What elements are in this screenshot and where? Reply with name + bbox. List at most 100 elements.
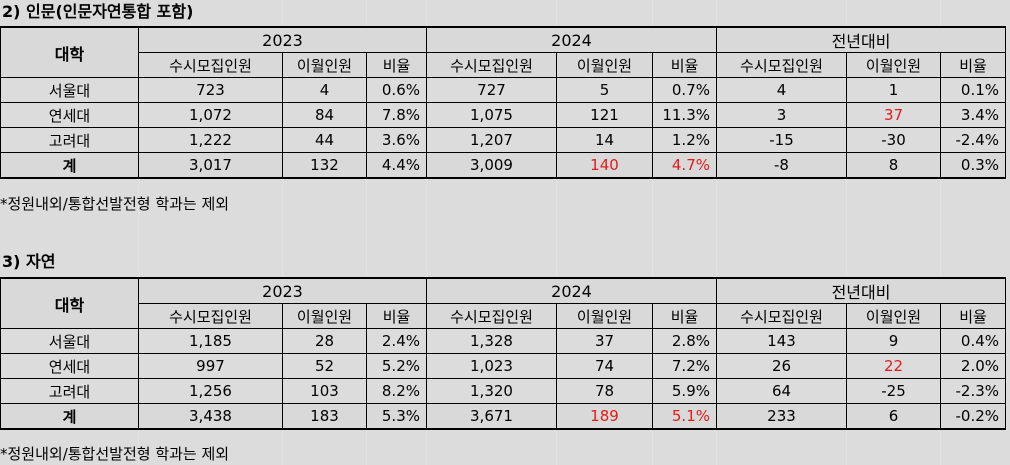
- cell: 64: [716, 378, 847, 404]
- header-row-groups: 대학 2023 2024 전년대비: [0, 26, 1007, 78]
- cell: 5.2%: [366, 353, 427, 379]
- cell: 3,438: [138, 403, 283, 430]
- cell: 5: [556, 77, 653, 103]
- cell: 1,256: [138, 378, 283, 404]
- table-row: 연세대 997 52 5.2% 1,023 74 7.2% 26 22 2.0%: [0, 353, 1007, 379]
- cell: 11.3%: [652, 102, 717, 128]
- cell: 2.4%: [366, 328, 427, 354]
- group-header-2024: 2024: [426, 26, 717, 53]
- cell: 1,185: [138, 328, 283, 354]
- col-header: 수시모집인원: [138, 303, 283, 329]
- cell: 1.2%: [652, 127, 717, 153]
- cell: 183: [282, 403, 367, 430]
- cell: 3,671: [426, 403, 557, 430]
- col-header: 비율: [366, 303, 427, 329]
- cell-highlight: 37: [846, 102, 941, 128]
- cell: 14: [556, 127, 653, 153]
- cell: 4: [716, 77, 847, 103]
- cell: 3,009: [426, 152, 557, 179]
- cell: 103: [282, 378, 367, 404]
- cell: -30: [846, 127, 941, 153]
- col-header: 이월인원: [846, 52, 941, 78]
- cell: 1,328: [426, 328, 557, 354]
- row-label: 고려대: [0, 127, 139, 153]
- col-header: 이월인원: [282, 303, 367, 329]
- cell-highlight: 189: [556, 403, 653, 430]
- cell: 52: [282, 353, 367, 379]
- cell: 0.7%: [652, 77, 717, 103]
- header-row-subs: 수시모집인원 이월인원 비율 수시모집인원 이월인원 비율 수시모집인원 이월인…: [1, 52, 1007, 78]
- col-header: 이월인원: [282, 52, 367, 78]
- total-row: 계 3,017 132 4.4% 3,009 140 4.7% -8 8 0.3…: [0, 152, 1007, 179]
- col-header: 비율: [939, 303, 1007, 329]
- group-header-yoy: 전년대비: [715, 26, 1007, 53]
- row-label: 서울대: [0, 328, 139, 354]
- col-header: 비율: [652, 303, 717, 329]
- cell: 4.4%: [366, 152, 427, 179]
- row-label: 연세대: [0, 102, 139, 128]
- header-row-groups: 대학 2023 2024 전년대비: [0, 277, 1007, 329]
- cell: 8.2%: [366, 378, 427, 404]
- cell: 7.2%: [652, 353, 717, 379]
- col-header: 수시모집인원: [138, 52, 283, 78]
- section-title-humanities: 2) 인문(인문자연통합 포함): [2, 2, 194, 21]
- humanities-table: 대학 2023 2024 전년대비 수시모집인원 이월인원 비율 수시모집인원 …: [0, 26, 1007, 179]
- cell: -8: [716, 152, 847, 179]
- cell: 5.3%: [366, 403, 427, 430]
- cell: 9: [846, 328, 941, 354]
- cell: 8: [846, 152, 941, 179]
- cell-highlight: 5.1%: [652, 403, 717, 430]
- col-header: 수시모집인원: [716, 303, 847, 329]
- cell: 1,023: [426, 353, 557, 379]
- cell: 4: [282, 77, 367, 103]
- cell: 1,222: [138, 127, 283, 153]
- cell-highlight: 22: [846, 353, 941, 379]
- cell: -2.3%: [939, 378, 1007, 404]
- table-row: 연세대 1,072 84 7.8% 1,075 121 11.3% 3 37 3…: [0, 102, 1007, 128]
- natural-table: 대학 2023 2024 전년대비 수시모집인원 이월인원 비율 수시모집인원 …: [0, 277, 1007, 430]
- cell: 5.9%: [652, 378, 717, 404]
- cell: 44: [282, 127, 367, 153]
- cell: 0.4%: [939, 328, 1007, 354]
- cell: 2.8%: [652, 328, 717, 354]
- col-header: 이월인원: [556, 52, 653, 78]
- cell: 7.8%: [366, 102, 427, 128]
- cell: 0.6%: [366, 77, 427, 103]
- row-label-total: 계: [0, 403, 139, 430]
- cell: 1,320: [426, 378, 557, 404]
- col-header: 수시모집인원: [716, 52, 847, 78]
- cell: 28: [282, 328, 367, 354]
- cell: 143: [716, 328, 847, 354]
- cell: 0.3%: [939, 152, 1007, 179]
- cell: 121: [556, 102, 653, 128]
- cell: 78: [556, 378, 653, 404]
- cell: 1: [846, 77, 941, 103]
- header-row-subs: 수시모집인원 이월인원 비율 수시모집인원 이월인원 비율 수시모집인원 이월인…: [1, 303, 1007, 329]
- cell: -0.2%: [939, 403, 1007, 430]
- table-row: 고려대 1,256 103 8.2% 1,320 78 5.9% 64 -25 …: [0, 378, 1007, 404]
- cell: 26: [716, 353, 847, 379]
- group-header-yoy: 전년대비: [715, 277, 1007, 304]
- table-row: 서울대 1,185 28 2.4% 1,328 37 2.8% 143 9 0.…: [0, 328, 1007, 354]
- cell: 3: [716, 102, 847, 128]
- col-header: 비율: [939, 52, 1007, 78]
- col-header-university: 대학: [0, 26, 139, 78]
- row-label: 고려대: [0, 378, 139, 404]
- cell: 37: [556, 328, 653, 354]
- row-label: 연세대: [0, 353, 139, 379]
- cell: 233: [716, 403, 847, 430]
- col-header: 수시모집인원: [426, 52, 557, 78]
- cell: -25: [846, 378, 941, 404]
- cell-highlight: 140: [556, 152, 653, 179]
- cell: 1,075: [426, 102, 557, 128]
- cell: 74: [556, 353, 653, 379]
- row-label-total: 계: [0, 152, 139, 179]
- cell: 2.0%: [939, 353, 1007, 379]
- cell: 6: [846, 403, 941, 430]
- col-header: 비율: [652, 52, 717, 78]
- row-label: 서울대: [0, 77, 139, 103]
- cell: -15: [716, 127, 847, 153]
- cell: -2.4%: [939, 127, 1007, 153]
- cell: 132: [282, 152, 367, 179]
- section-title-natural: 3) 자연: [2, 252, 56, 271]
